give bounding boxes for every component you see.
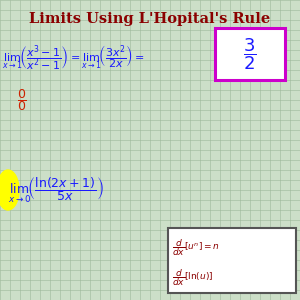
- Bar: [168, 228, 296, 293]
- Text: $\dfrac{d}{dx}\left[\ln(u)\right]$: $\dfrac{d}{dx}\left[\ln(u)\right]$: [172, 268, 213, 288]
- Text: Limits Using L'Hopital's Rule: Limits Using L'Hopital's Rule: [29, 12, 271, 26]
- Text: $\underset{x\to 0}{\lim}\!\left(\dfrac{\ln(2x+1)}{5x}\right)$: $\underset{x\to 0}{\lim}\!\left(\dfrac{\…: [8, 176, 104, 205]
- Text: $\underset{x\to 1}{\lim}\!\left(\dfrac{x^3-1}{x^2-1}\right) = \underset{x\to 1}{: $\underset{x\to 1}{\lim}\!\left(\dfrac{x…: [2, 44, 145, 73]
- Text: $\dfrac{3}{2}$: $\dfrac{3}{2}$: [243, 36, 257, 72]
- Text: $\dfrac{0}{0}$: $\dfrac{0}{0}$: [17, 87, 27, 113]
- Text: $\dfrac{d}{dx}\left[u^n\right] = n$: $\dfrac{d}{dx}\left[u^n\right] = n$: [172, 238, 220, 258]
- Bar: [215, 28, 285, 80]
- Ellipse shape: [0, 170, 19, 210]
